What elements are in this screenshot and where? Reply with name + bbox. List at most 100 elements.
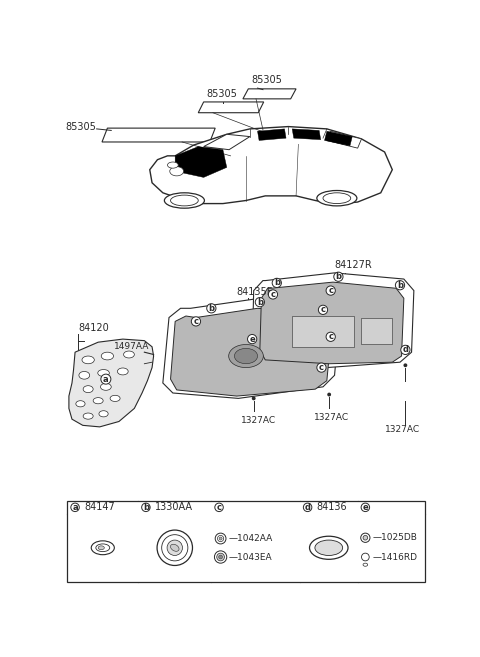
Circle shape xyxy=(396,281,405,290)
Text: —1043EA: —1043EA xyxy=(228,553,272,562)
Circle shape xyxy=(334,272,343,281)
Text: 1327AC: 1327AC xyxy=(240,416,276,425)
Circle shape xyxy=(219,555,223,559)
Text: b: b xyxy=(257,298,263,307)
Ellipse shape xyxy=(315,540,343,555)
Ellipse shape xyxy=(83,413,93,419)
Text: 85305: 85305 xyxy=(252,75,282,85)
Ellipse shape xyxy=(98,546,104,550)
Circle shape xyxy=(318,306,328,315)
Text: c: c xyxy=(319,363,324,372)
Ellipse shape xyxy=(82,356,94,364)
Polygon shape xyxy=(243,89,296,99)
Polygon shape xyxy=(69,339,154,427)
Text: b: b xyxy=(397,281,403,290)
Text: d: d xyxy=(402,346,408,354)
Text: e: e xyxy=(362,503,368,512)
Polygon shape xyxy=(204,134,250,150)
Text: b: b xyxy=(274,279,280,287)
Ellipse shape xyxy=(110,396,120,401)
Text: b: b xyxy=(143,503,149,512)
Text: c: c xyxy=(193,317,198,326)
Circle shape xyxy=(207,304,216,313)
Circle shape xyxy=(361,533,370,543)
Text: c: c xyxy=(321,306,325,314)
Polygon shape xyxy=(252,273,414,367)
Polygon shape xyxy=(170,308,332,396)
Polygon shape xyxy=(324,131,352,146)
Circle shape xyxy=(363,535,368,540)
Ellipse shape xyxy=(310,536,348,559)
Circle shape xyxy=(303,503,312,512)
Polygon shape xyxy=(258,129,286,141)
Text: —1042AA: —1042AA xyxy=(228,534,273,543)
Ellipse shape xyxy=(100,384,111,390)
Text: a: a xyxy=(103,374,108,384)
Ellipse shape xyxy=(317,191,357,206)
Circle shape xyxy=(157,530,192,566)
Circle shape xyxy=(167,540,182,555)
Text: 84135F: 84135F xyxy=(237,286,273,297)
Ellipse shape xyxy=(164,193,204,208)
Ellipse shape xyxy=(93,397,103,404)
Ellipse shape xyxy=(76,401,85,407)
Text: c: c xyxy=(328,332,333,341)
Circle shape xyxy=(255,298,264,307)
Circle shape xyxy=(219,537,222,540)
Circle shape xyxy=(248,334,257,344)
Circle shape xyxy=(71,503,79,512)
Polygon shape xyxy=(150,127,392,204)
Ellipse shape xyxy=(98,369,109,376)
Ellipse shape xyxy=(170,195,198,206)
Circle shape xyxy=(361,503,370,512)
Text: 84127R: 84127R xyxy=(335,260,372,270)
Circle shape xyxy=(404,363,408,367)
Ellipse shape xyxy=(99,411,108,417)
Circle shape xyxy=(252,396,256,400)
Text: 85305: 85305 xyxy=(206,89,237,99)
Circle shape xyxy=(215,503,223,512)
Ellipse shape xyxy=(79,371,90,379)
Polygon shape xyxy=(175,147,227,177)
Text: —1416RD: —1416RD xyxy=(372,553,417,562)
Ellipse shape xyxy=(323,193,351,204)
Polygon shape xyxy=(327,131,361,148)
Circle shape xyxy=(326,332,336,342)
Text: 85305: 85305 xyxy=(65,122,96,131)
Text: 84147: 84147 xyxy=(84,503,115,512)
Polygon shape xyxy=(292,129,321,140)
Text: 1327AC: 1327AC xyxy=(314,413,349,422)
Circle shape xyxy=(101,374,111,384)
Bar xyxy=(67,501,425,581)
Text: —1025DB: —1025DB xyxy=(372,533,417,542)
Ellipse shape xyxy=(96,544,110,552)
Circle shape xyxy=(217,553,225,561)
Circle shape xyxy=(401,346,410,355)
Text: e: e xyxy=(249,334,255,344)
Polygon shape xyxy=(163,298,340,398)
Text: d: d xyxy=(305,503,311,512)
Text: 1330AA: 1330AA xyxy=(155,503,193,512)
Text: c: c xyxy=(216,503,222,512)
Circle shape xyxy=(162,535,188,561)
Ellipse shape xyxy=(83,386,93,393)
Bar xyxy=(292,316,354,347)
Circle shape xyxy=(142,503,150,512)
Ellipse shape xyxy=(101,352,114,360)
Ellipse shape xyxy=(234,348,258,364)
Ellipse shape xyxy=(170,167,184,176)
Ellipse shape xyxy=(168,162,178,168)
Polygon shape xyxy=(102,128,215,142)
Circle shape xyxy=(268,290,277,299)
Circle shape xyxy=(272,279,281,288)
Text: a: a xyxy=(72,503,78,512)
Text: b: b xyxy=(336,272,341,281)
Text: 1327AC: 1327AC xyxy=(384,425,420,434)
Ellipse shape xyxy=(228,344,264,367)
Ellipse shape xyxy=(118,368,128,375)
Circle shape xyxy=(327,393,331,396)
Ellipse shape xyxy=(363,563,368,566)
Circle shape xyxy=(361,553,369,561)
Polygon shape xyxy=(260,282,404,364)
Text: 1497AA: 1497AA xyxy=(114,342,149,351)
